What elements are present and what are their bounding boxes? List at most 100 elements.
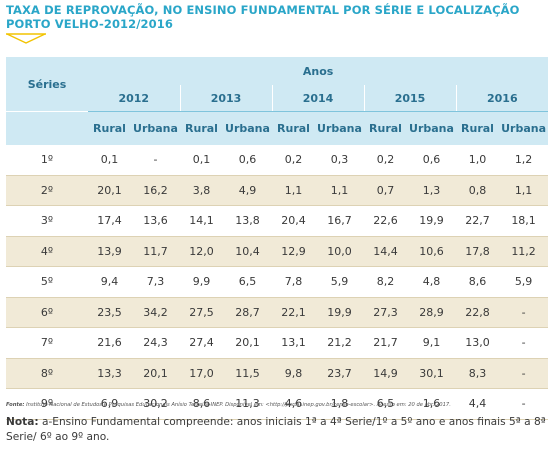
urbana-value-cell: 11,5	[223, 358, 272, 389]
urbana-value-cell: 23,7	[315, 358, 364, 389]
rural-value-cell: 13,1	[272, 327, 315, 358]
rural-value-cell: 27,4	[180, 327, 223, 358]
footnote: Nota: a-Ensino Fundamental compreende: a…	[6, 415, 551, 445]
urbana-value-cell: -	[499, 327, 549, 358]
urbana-value-cell: 5,9	[315, 266, 364, 297]
rural-value-cell: 4,4	[456, 388, 499, 419]
urbana-value-cell: 19,9	[407, 205, 456, 236]
rural-value-cell: 0,2	[364, 145, 407, 175]
rural-value-cell: 22,1	[272, 297, 315, 328]
rural-value-cell: 12,0	[180, 236, 223, 267]
rural-value-cell: 0,8	[456, 175, 499, 206]
urbana-value-cell: -	[499, 297, 549, 328]
table-row: 4º 13,9 11,7 12,0 10,4 12,9 10,0 14,4 10,6 17,8 11…	[6, 236, 549, 267]
rural-value-cell: 14,1	[180, 205, 223, 236]
urbana-value-cell: 1,1	[315, 175, 364, 206]
page-title: TAXA DE REPROVAÇÃO, NO ENSINO FUNDAMENTA…	[6, 3, 526, 31]
year-header: 2015	[363, 85, 456, 112]
urbana-value-cell: 20,1	[131, 358, 180, 389]
rural-value-cell: 14,4	[364, 236, 407, 267]
rural-value-cell: 12,9	[272, 236, 315, 267]
urbana-value-cell: 1,6	[407, 388, 456, 419]
rural-value-cell: 17,0	[180, 358, 223, 389]
rural-value-cell: 22,6	[364, 205, 407, 236]
rural-header: Rural	[272, 111, 315, 145]
rural-value-cell: 0,2	[272, 145, 315, 175]
rural-value-cell: 20,1	[88, 175, 131, 206]
rural-value-cell: 8,3	[456, 358, 499, 389]
reprovacao-table: Séries Anos 2012 2013 2014 2015 2016 Rural Ur…	[6, 57, 549, 420]
year-header: 2014	[271, 85, 364, 112]
rural-value-cell: 1,0	[456, 145, 499, 175]
source-label: Fonte:	[6, 402, 25, 408]
rural-value-cell: 0,7	[364, 175, 407, 206]
urbana-header: Urbana	[315, 111, 364, 145]
source-note: Fonte: Instituto Nacional de Estudos e P…	[6, 402, 551, 408]
rural-value-cell: 9,9	[180, 266, 223, 297]
urbana-value-cell: 6,5	[223, 266, 272, 297]
urbana-value-cell: 24,3	[131, 327, 180, 358]
rural-value-cell: 8,6	[180, 388, 223, 419]
urbana-value-cell: 1,8	[315, 388, 364, 419]
rural-value-cell: 6,5	[364, 388, 407, 419]
serie-cell: 5º	[6, 266, 88, 297]
rural-value-cell: 13,9	[88, 236, 131, 267]
rural-value-cell: 21,7	[364, 327, 407, 358]
rural-value-cell: 13,3	[88, 358, 131, 389]
urbana-value-cell: 28,7	[223, 297, 272, 328]
table-row: 3º 17,4 13,6 14,1 13,8 20,4 16,7 22,6 19,9 22,7 18…	[6, 205, 549, 236]
serie-cell: 1º	[6, 145, 88, 175]
urbana-value-cell: 0,6	[407, 145, 456, 175]
urbana-value-cell: -	[499, 388, 549, 419]
serie-cell: 8º	[6, 358, 88, 389]
year-header: 2016	[455, 85, 549, 112]
rural-value-cell: 23,5	[88, 297, 131, 328]
serie-cell: 9º	[6, 388, 88, 419]
urbana-header: Urbana	[407, 111, 456, 145]
urbana-value-cell: 7,3	[131, 266, 180, 297]
chevron-down-icon	[6, 33, 46, 44]
rural-value-cell: 0,1	[88, 145, 131, 175]
urbana-value-cell: 16,2	[131, 175, 180, 206]
urbana-value-cell: 11,7	[131, 236, 180, 267]
urbana-value-cell: -	[499, 358, 549, 389]
urbana-value-cell: 11,2	[499, 236, 549, 267]
rural-value-cell: 0,1	[180, 145, 223, 175]
urbana-header: Urbana	[499, 111, 549, 145]
series-header: Séries	[6, 57, 88, 112]
urbana-value-cell: 21,2	[315, 327, 364, 358]
table-row: 8º 13,3 20,1 17,0 11,5 9,8 23,7 14,9 30,1 8,3-	[6, 358, 549, 389]
rural-value-cell: 9,4	[88, 266, 131, 297]
urbana-value-cell: 28,9	[407, 297, 456, 328]
table-row: 6º 23,5 34,2 27,5 28,7 22,1 19,9 27,3 28,9 22,8-	[6, 297, 549, 328]
urbana-value-cell: 4,9	[223, 175, 272, 206]
rural-value-cell: 21,6	[88, 327, 131, 358]
year-header: 2013	[179, 85, 272, 112]
urbana-value-cell: 16,7	[315, 205, 364, 236]
urbana-value-cell: 10,6	[407, 236, 456, 267]
urbana-value-cell: 30,2	[131, 388, 180, 419]
rural-value-cell: 17,4	[88, 205, 131, 236]
urbana-value-cell: -	[131, 145, 180, 175]
rural-header: Rural	[88, 111, 131, 145]
rural-value-cell: 14,9	[364, 358, 407, 389]
rural-value-cell: 3,8	[180, 175, 223, 206]
urbana-value-cell: 18,1	[499, 205, 549, 236]
urbana-value-cell: 1,1	[499, 175, 549, 206]
serie-cell: 6º	[6, 297, 88, 328]
rural-value-cell: 8,6	[456, 266, 499, 297]
urbana-value-cell: 0,6	[223, 145, 272, 175]
urbana-value-cell: 13,8	[223, 205, 272, 236]
rural-value-cell: 17,8	[456, 236, 499, 267]
serie-cell: 3º	[6, 205, 88, 236]
data-table-container: Séries Anos 2012 2013 2014 2015 2016 Rural Ur…	[6, 57, 549, 420]
urbana-value-cell: 13,6	[131, 205, 180, 236]
urbana-value-cell: 30,1	[407, 358, 456, 389]
urbana-value-cell: 1,3	[407, 175, 456, 206]
anos-header: Anos	[88, 57, 549, 85]
urbana-value-cell: 4,8	[407, 266, 456, 297]
urbana-header: Urbana	[223, 111, 272, 145]
rural-value-cell: 4,6	[272, 388, 315, 419]
rural-value-cell: 9,8	[272, 358, 315, 389]
title-line-2: PORTO VELHO-2012/2016	[6, 17, 173, 31]
